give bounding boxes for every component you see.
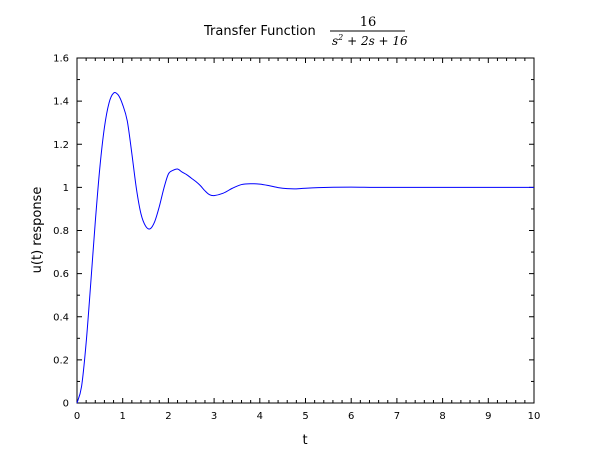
y-tick-label: 0: [63, 399, 69, 410]
x-tick-label: 0: [74, 411, 80, 422]
y-tick-label: 0.4: [53, 312, 69, 323]
x-tick-label: 4: [257, 411, 263, 422]
y-tick-label: 0.2: [53, 355, 69, 366]
x-tick-label: 8: [439, 411, 445, 422]
x-tick-label: 10: [528, 411, 541, 422]
x-tick-label: 3: [211, 411, 217, 422]
plot-frame: [76, 57, 535, 404]
x-axis-title: t: [302, 433, 307, 448]
title-fraction-numerator: 16: [360, 15, 377, 30]
x-tick-label: 1: [120, 411, 126, 422]
y-axis-title: u(t) response: [30, 187, 45, 274]
y-tick-label: 1.6: [53, 54, 69, 65]
x-tick-label: 2: [165, 411, 171, 422]
y-tick-label: 1.2: [53, 140, 69, 151]
denominator-exponent: 2: [337, 33, 343, 42]
x-tick-label: 7: [394, 411, 400, 422]
denominator-s: s: [332, 34, 338, 48]
title-fraction-denominator: s2 + 2s + 16: [332, 33, 408, 48]
y-tick-label: 0.6: [53, 269, 69, 280]
x-tick-label: 9: [485, 411, 491, 422]
axis-tick-labels: 0 1 2 3 4 5 6 7 8 9 10 0 0.2 0.4 0.6 0.8 1 1.2 1.4 1.6: [53, 54, 540, 423]
y-tick-label: 1: [63, 183, 69, 194]
chart-title: Transfer Function: [203, 24, 316, 39]
y-tick-label: 0.8: [53, 226, 69, 237]
denominator-rest: + 2s + 16: [343, 34, 408, 48]
series-group: [76, 92, 534, 404]
series-line-0: [76, 92, 534, 404]
axis-ticks: [76, 57, 535, 404]
y-tick-label: 1.4: [53, 97, 69, 108]
x-tick-label: 5: [302, 411, 308, 422]
x-tick-label: 6: [348, 411, 354, 422]
